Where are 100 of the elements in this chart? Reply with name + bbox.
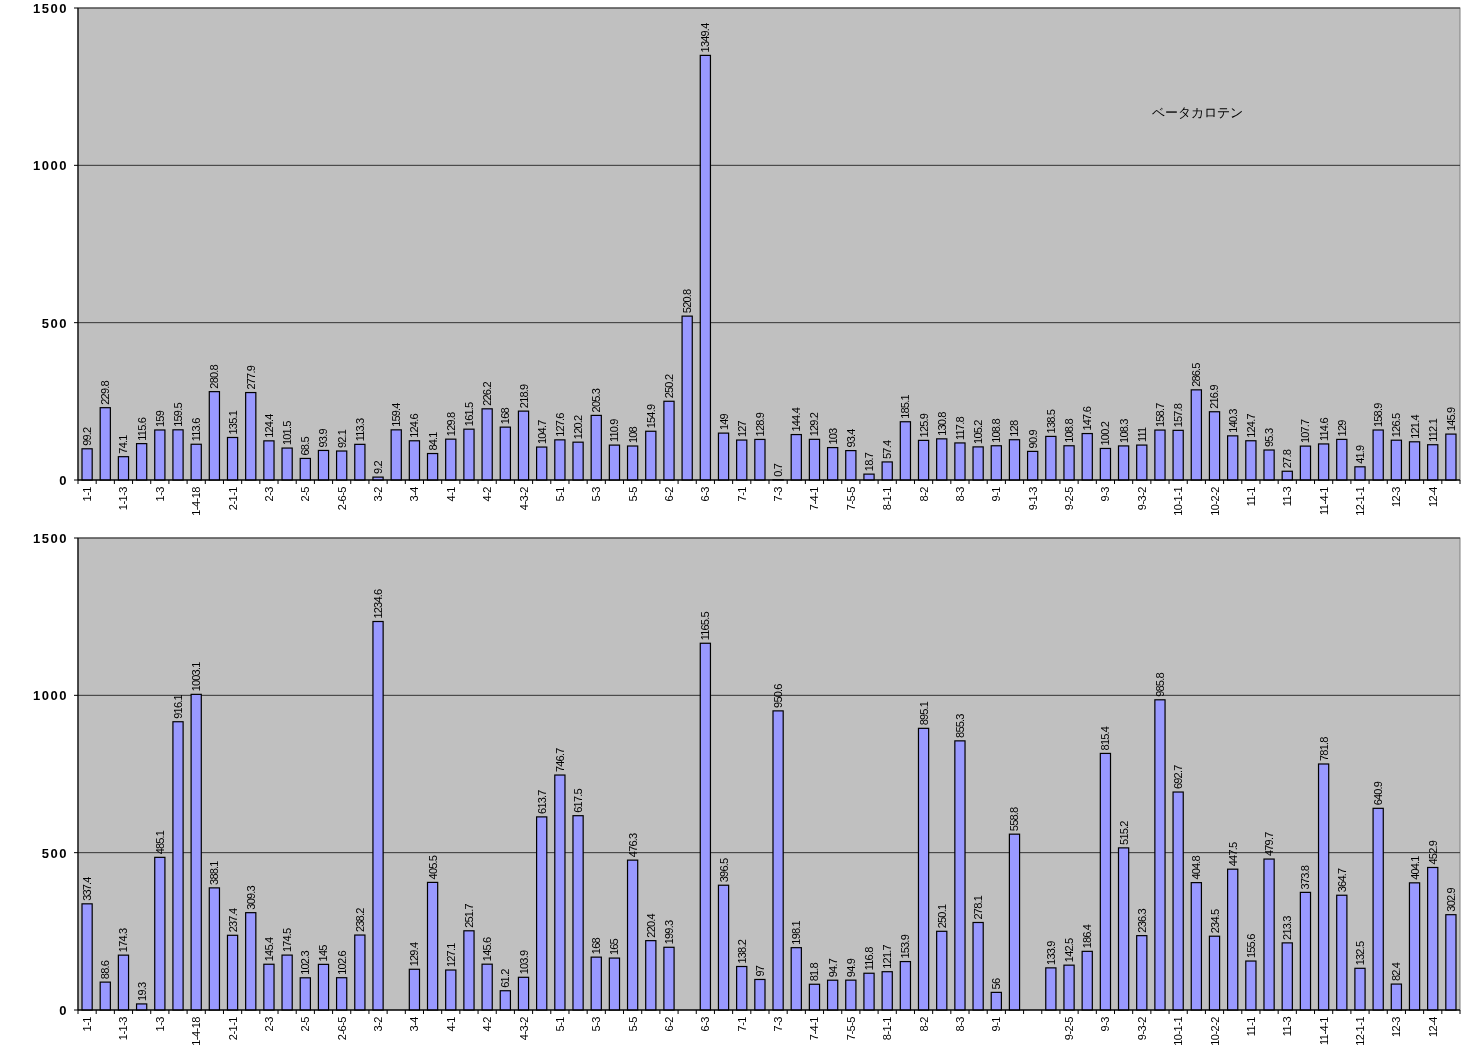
x-tick-label: 9-1 (990, 486, 1003, 502)
data-label: 127.1 (444, 942, 457, 968)
data-label: 110.9 (608, 418, 621, 443)
data-label: 158.7 (1153, 402, 1166, 428)
data-label: 0.7 (772, 463, 785, 477)
data-label: 108 (626, 426, 639, 444)
x-tick-label: 7-5-5 (844, 1016, 857, 1041)
data-label: 277.9 (244, 365, 257, 390)
x-tick-label: 2-6-5 (335, 486, 348, 511)
data-label: 174.3 (117, 927, 130, 953)
data-label: 145.4 (262, 937, 275, 962)
x-tick-label: 9-1-3 (1026, 486, 1039, 511)
data-label: 337.4 (81, 876, 94, 901)
data-label: 138.5 (1044, 409, 1057, 434)
data-label: 895.1 (917, 701, 930, 726)
x-tick-label: 6-2 (662, 486, 675, 502)
data-label: 144.4 (790, 407, 803, 432)
data-label: 174.5 (281, 927, 294, 953)
y-tick-label: 500 (41, 315, 68, 331)
data-label: 198.1 (790, 920, 803, 945)
x-tick-label: 1-1 (81, 1016, 94, 1032)
data-label: 234.5 (1208, 909, 1221, 934)
data-label: 116.8 (863, 946, 876, 971)
x-tick-label: 11-4-1 (1317, 486, 1330, 515)
data-label: 128.9 (753, 412, 766, 437)
data-label: 452.9 (1426, 840, 1439, 865)
data-label: 124.7 (1244, 413, 1257, 438)
data-label: 145.9 (1444, 406, 1457, 432)
data-label: 154.9 (644, 404, 657, 429)
data-label: 120.2 (572, 414, 585, 440)
data-label: 145 (317, 944, 330, 962)
x-tick-label: 11-1 (1244, 1016, 1257, 1037)
y-tick-label: 0 (59, 1003, 68, 1018)
data-label: 129.8 (444, 411, 457, 437)
data-label: 61.2 (499, 968, 512, 988)
data-label: 113.6 (190, 417, 203, 442)
data-label: 127.6 (553, 412, 566, 437)
x-tick-label: 2-6-5 (335, 1016, 348, 1041)
data-label: 102.3 (299, 950, 312, 975)
y-tick-label: 1500 (33, 1, 68, 16)
x-tick-label: 8-3 (953, 1016, 966, 1032)
data-label: 121.7 (881, 944, 894, 969)
x-tick-label: 1-1-3 (117, 486, 130, 511)
data-label: 746.7 (553, 747, 566, 773)
data-label: 302.9 (1444, 887, 1457, 912)
data-label: 985.8 (1153, 672, 1166, 697)
data-label: 158.9 (1372, 402, 1385, 427)
data-label: 93.4 (844, 428, 857, 448)
data-label: 205.3 (590, 388, 603, 413)
data-label: 130.8 (935, 411, 948, 436)
x-tick-label: 7-3 (772, 1016, 785, 1032)
data-label: 92.1 (335, 429, 348, 449)
data-label: 129 (1335, 419, 1348, 437)
data-label: 94.9 (844, 958, 857, 978)
y-tick-label: 500 (41, 845, 68, 861)
x-tick-label: 4-2 (481, 486, 494, 502)
data-label: 132.5 (1353, 941, 1366, 966)
data-label: 117.8 (953, 416, 966, 440)
x-tick-label: 1-3 (153, 486, 166, 502)
data-label: 159.5 (172, 402, 185, 427)
data-label: 157.8 (1172, 403, 1185, 428)
data-label: 286.5 (1190, 362, 1203, 387)
data-label: 108.3 (1117, 418, 1130, 443)
x-tick-label: 3-2 (372, 486, 385, 502)
data-label: 155.6 (1244, 933, 1257, 959)
x-tick-label: 9-2-5 (1063, 1016, 1076, 1041)
data-label: 113.3 (353, 417, 366, 442)
x-tick-label: 12-4 (1426, 1016, 1439, 1038)
data-label: 479.7 (1263, 831, 1276, 857)
data-label: 127 (735, 420, 748, 438)
x-tick-label: 5-5 (626, 1016, 639, 1032)
data-label: 617.5 (572, 788, 585, 813)
data-label: 99.2 (81, 426, 94, 446)
data-label: 105.2 (972, 419, 985, 444)
x-tick-label: 3-2 (372, 1016, 385, 1032)
x-tick-label: 1-1-3 (117, 1016, 130, 1041)
x-tick-label: 10-2-2 (1208, 1016, 1221, 1046)
x-tick-label: 7-4-1 (808, 486, 821, 511)
data-label: 515.2 (1117, 820, 1130, 845)
data-label: 100.2 (1099, 421, 1112, 446)
data-label: 1349.4 (699, 22, 712, 53)
data-label: 56 (990, 978, 1003, 990)
data-label: 108.8 (990, 418, 1003, 443)
data-label: 161.5 (462, 401, 475, 427)
data-label: 145.6 (481, 936, 494, 962)
data-label: 309.3 (244, 885, 257, 910)
data-label: 142.5 (1063, 937, 1076, 963)
annotation: ベータカロテン (1151, 104, 1243, 120)
data-label: 236.3 (1135, 908, 1148, 933)
x-tick-label: 1-4-18 (190, 486, 203, 516)
y-tick-label: 1500 (33, 531, 68, 546)
data-label: 108.8 (1063, 418, 1076, 443)
data-label: 199.3 (662, 920, 675, 945)
x-tick-label: 9-3 (1099, 486, 1112, 502)
x-tick-label: 8-3 (953, 486, 966, 502)
data-label: 1003.1 (190, 661, 203, 692)
data-label: 124.6 (408, 413, 421, 438)
data-label: 476.3 (626, 832, 639, 858)
data-label: 41.9 (1353, 444, 1366, 464)
data-label: 251.7 (462, 903, 475, 928)
